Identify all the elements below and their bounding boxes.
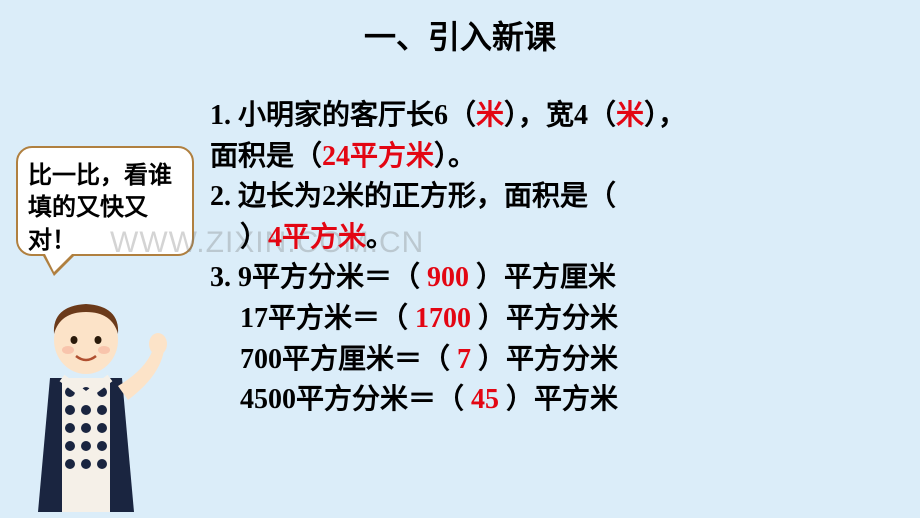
q1-text2: ），宽4（: [504, 100, 616, 131]
q3-t1a: 3. 9平方分米＝（: [210, 262, 420, 293]
q1-answer1: 米: [476, 100, 504, 131]
q3-t2a: 17平方米＝（: [240, 303, 408, 334]
section-title: 一、引入新课: [0, 0, 920, 58]
q1-text1: 1. 小明家的客厅长6（: [210, 100, 476, 131]
q3-line3: 700平方厘米＝（ 7 ）平方分米: [210, 340, 910, 381]
q2-line1: 2. 边长为2米的正方形，面积是（: [210, 177, 910, 218]
q3-t3b: ）平方分米: [478, 344, 618, 375]
q3-t1b: ）平方厘米: [476, 262, 616, 293]
q1-text4: 面积是（: [210, 141, 322, 172]
q3-t4a: 4500平方分米＝（: [240, 384, 464, 415]
q2-answer: 4平方米: [268, 222, 366, 253]
q1-answer2: 米: [616, 100, 644, 131]
q3-line4: 4500平方分米＝（ 45 ）平方米: [210, 380, 910, 421]
q3-line2: 17平方米＝（ 1700 ）平方分米: [210, 299, 910, 340]
q3-line1: 3. 9平方分米＝（ 900 ）平方厘米: [210, 258, 910, 299]
q2-period: 。: [366, 222, 394, 253]
q2-paren: ）: [210, 222, 268, 253]
teacher-character: [14, 292, 170, 512]
q2-line2: ）4平方米。: [210, 218, 910, 259]
q1-text3: ），: [644, 100, 686, 131]
q3-v3: 7: [457, 344, 471, 375]
q3-v2: 1700: [415, 303, 471, 334]
q1-line1: 1. 小明家的客厅长6（米），宽4（米），: [210, 96, 910, 137]
q1-line2: 面积是（24平方米）。: [210, 137, 910, 178]
q3-t2b: ）平方分米: [478, 303, 618, 334]
speech-tail: [44, 252, 74, 272]
q3-t3a: 700平方厘米＝（: [240, 344, 450, 375]
q1-answer3: 24平方米: [322, 141, 434, 172]
q2-text1: 2. 边长为2米的正方形，面积是（: [210, 181, 616, 212]
q3-v1: 900: [427, 262, 469, 293]
question-content: 1. 小明家的客厅长6（米），宽4（米）， 面积是（24平方米）。 2. 边长为…: [210, 96, 910, 421]
q1-text5: ）。: [434, 141, 476, 172]
q3-t4b: ）平方米: [506, 384, 618, 415]
q3-v4: 45: [471, 384, 499, 415]
